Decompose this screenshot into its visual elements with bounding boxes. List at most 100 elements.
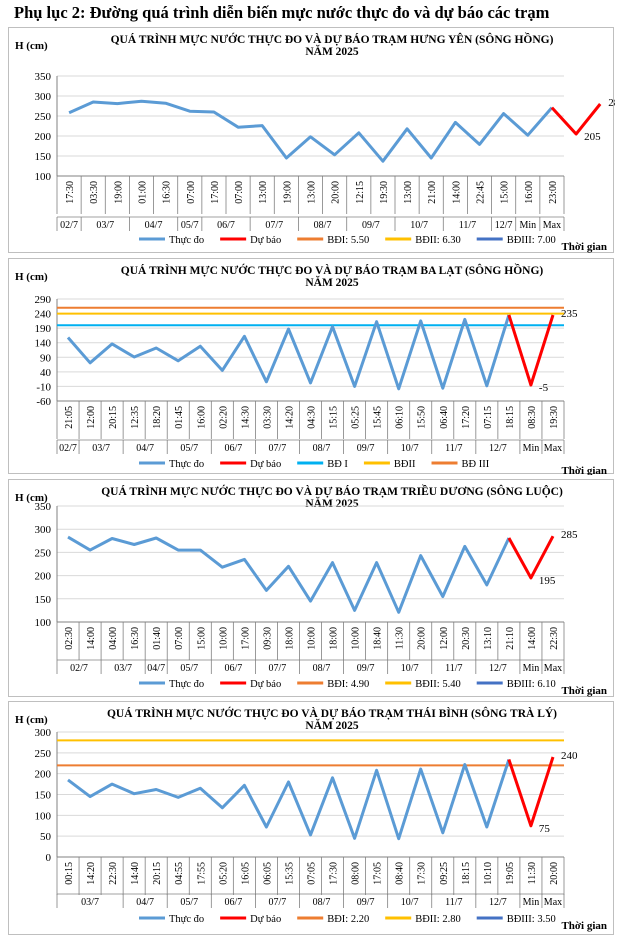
x-group-label: 09/7 bbox=[357, 443, 375, 454]
x-tick-label: 07:00 bbox=[234, 181, 245, 204]
x-tick-label: 14:20 bbox=[86, 862, 97, 885]
chart-panel-hung-yen: QUÁ TRÌNH MỰC NƯỚC THỰC ĐO VÀ DỰ BÁO TRẠ… bbox=[8, 27, 615, 253]
y-tick-label: 200 bbox=[35, 769, 52, 781]
x-tick-label: 17:20 bbox=[461, 406, 472, 429]
x-tick-label: 14:00 bbox=[86, 627, 97, 650]
x-group-label: 04/7 bbox=[145, 220, 163, 231]
legend-label: BĐIII: 7.00 bbox=[507, 235, 556, 246]
x-group-label: Max bbox=[544, 443, 562, 454]
x-tick-label: 14:30 bbox=[240, 406, 251, 429]
x-group-label: Max bbox=[543, 220, 561, 231]
y-tick-label: 250 bbox=[35, 547, 52, 559]
x-tick-label: 19:05 bbox=[505, 862, 516, 885]
x-tick-label: 16:00 bbox=[196, 406, 207, 429]
x-tick-label: 14:00 bbox=[527, 627, 538, 650]
x-tick-label: 15:00 bbox=[500, 181, 511, 204]
legend-label: Dự báo bbox=[250, 914, 281, 925]
y-tick-label: 300 bbox=[35, 727, 52, 739]
legend-label: BĐ III bbox=[462, 459, 490, 470]
x-group-label: 10/7 bbox=[401, 897, 419, 908]
x-tick-label: 01:00 bbox=[138, 181, 149, 204]
x-tick-label: 18:40 bbox=[373, 627, 384, 650]
x-group-label: 11/7 bbox=[445, 443, 462, 454]
x-tick-label: 15:35 bbox=[284, 862, 295, 885]
legend-label: Thực đo bbox=[169, 914, 204, 925]
x-tick-label: 16:30 bbox=[162, 181, 173, 204]
legend-label: BĐI: 5.50 bbox=[327, 235, 369, 246]
legend-label: Dự báo bbox=[250, 235, 281, 246]
x-tick-label: 17:30 bbox=[65, 181, 76, 204]
forecast-max-label: 285 bbox=[561, 529, 578, 541]
y-tick-label: 100 bbox=[35, 171, 52, 183]
y-tick-label: 50 bbox=[40, 831, 52, 843]
x-group-label: 03/7 bbox=[92, 443, 110, 454]
x-group-label: 06/7 bbox=[217, 220, 235, 231]
x-tick-label: 20:00 bbox=[417, 627, 428, 650]
x-group-label: Min bbox=[523, 443, 540, 454]
x-group-label: 11/7 bbox=[445, 663, 462, 674]
chart-title: QUÁ TRÌNH MỰC NƯỚC THỰC ĐO VÀ DỰ BÁO TRẠ… bbox=[111, 31, 554, 46]
x-tick-label: 14:00 bbox=[451, 181, 462, 204]
x-tick-label: 05:20 bbox=[218, 862, 229, 885]
x-tick-label: 04:00 bbox=[108, 627, 119, 650]
x-tick-label: 16:00 bbox=[524, 181, 535, 204]
x-group-label: 11/7 bbox=[459, 220, 476, 231]
x-group-label: Min bbox=[523, 897, 540, 908]
x-tick-label: 17:00 bbox=[240, 627, 251, 650]
x-group-label: 09/7 bbox=[362, 220, 380, 231]
legend-label: Thực đo bbox=[169, 235, 204, 246]
x-tick-label: 07:00 bbox=[174, 627, 185, 650]
x-axis-label: Thời gian bbox=[561, 685, 607, 697]
x-tick-label: 23:00 bbox=[548, 181, 559, 204]
series-forecast-line bbox=[550, 103, 602, 136]
chart-panel-trieu-duong: QUÁ TRÌNH MỰC NƯỚC THỰC ĐO VÀ DỰ BÁO TRẠ… bbox=[8, 479, 614, 697]
x-tick-label: 22:30 bbox=[549, 627, 560, 650]
x-group-label: 06/7 bbox=[224, 897, 242, 908]
x-tick-label: 07:15 bbox=[483, 406, 494, 429]
x-tick-label: 17:30 bbox=[417, 862, 428, 885]
x-group-label: 12/7 bbox=[489, 663, 507, 674]
chart-trieu-duong: QUÁ TRÌNH MỰC NƯỚC THỰC ĐO VÀ DỰ BÁO TRẠ… bbox=[15, 483, 607, 697]
x-tick-label: 17:55 bbox=[196, 862, 207, 885]
y-tick-label: 200 bbox=[35, 131, 52, 143]
x-group-label: 03/7 bbox=[81, 897, 99, 908]
x-tick-label: 12:35 bbox=[130, 406, 141, 429]
x-group-label: 07/7 bbox=[269, 663, 287, 674]
x-group-label: 10/7 bbox=[401, 443, 419, 454]
chart-panel-thai-binh: QUÁ TRÌNH MỰC NƯỚC THỰC ĐO VÀ DỰ BÁO TRẠ… bbox=[8, 701, 614, 935]
x-axis-label: Thời gian bbox=[561, 920, 607, 932]
x-tick-label: 08:00 bbox=[351, 862, 362, 885]
x-group-label: 03/7 bbox=[96, 220, 114, 231]
legend-label: BĐII bbox=[394, 459, 416, 470]
legend-label: BĐII: 6.30 bbox=[415, 235, 461, 246]
chart-subtitle: NĂM 2025 bbox=[305, 496, 359, 510]
x-tick-label: 13:00 bbox=[403, 181, 414, 204]
y-tick-label: 250 bbox=[35, 111, 52, 123]
x-tick-label: 10:00 bbox=[307, 627, 318, 650]
y-tick-label: 350 bbox=[35, 501, 52, 513]
x-group-label: 10/7 bbox=[401, 663, 419, 674]
x-tick-label: 20:15 bbox=[152, 862, 163, 885]
x-tick-label: 16:30 bbox=[130, 627, 141, 650]
x-tick-label: 09:30 bbox=[262, 627, 273, 650]
x-tick-label: 11:30 bbox=[527, 862, 538, 884]
x-tick-label: 16:05 bbox=[240, 862, 251, 885]
x-group-label: 11/7 bbox=[445, 897, 462, 908]
y-axis-label: H (cm) bbox=[15, 714, 48, 726]
x-tick-label: 00:15 bbox=[64, 862, 75, 885]
chart-subtitle: NĂM 2025 bbox=[305, 275, 359, 289]
y-tick-label: 200 bbox=[35, 571, 52, 583]
chart-title: QUÁ TRÌNH MỰC NƯỚC THỰC ĐO VÀ DỰ BÁO TRẠ… bbox=[101, 483, 563, 498]
x-group-label: 07/7 bbox=[265, 220, 283, 231]
x-group-label: 07/7 bbox=[269, 443, 287, 454]
x-tick-label: 08:30 bbox=[527, 406, 538, 429]
x-tick-label: 15:00 bbox=[196, 627, 207, 650]
legend-label: Thực đo bbox=[169, 459, 204, 470]
x-tick-label: 22:45 bbox=[476, 181, 487, 204]
x-group-label: Max bbox=[544, 897, 562, 908]
y-tick-label: 150 bbox=[35, 594, 52, 606]
x-tick-label: 12:00 bbox=[86, 406, 97, 429]
x-tick-label: 05:25 bbox=[351, 406, 362, 429]
legend-label: BĐII: 5.40 bbox=[415, 679, 461, 690]
x-tick-label: 13:00 bbox=[258, 181, 269, 204]
